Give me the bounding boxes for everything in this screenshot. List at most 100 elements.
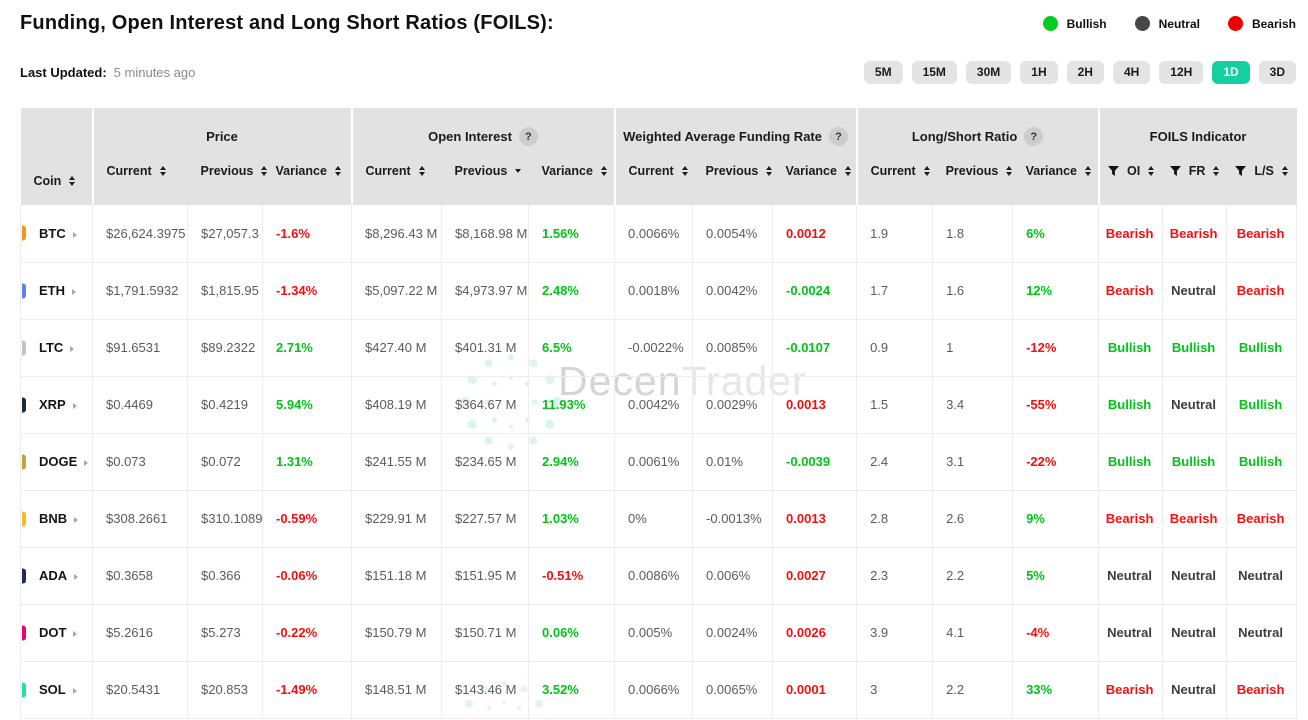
coin-icon [22,511,26,527]
sort-icon[interactable] [600,166,607,177]
foils-oi-cell: Neutral [1098,547,1164,605]
foils-table: Coin Price Open Interest? Weighted Average … [20,108,1298,719]
longshort-previous-cell: 2.2 [932,661,1014,719]
timeframe-button-4h[interactable]: 4H [1112,61,1151,85]
oi-current-cell: $8,296.43 M [351,205,442,263]
longshort-current-cell: 1.5 [856,376,934,434]
column-header-long-short-ratio-variance[interactable]: Variance [1012,158,1100,206]
coin-icon [22,397,26,413]
funding-previous-cell: 0.0054% [692,205,774,263]
column-header-foils-indicator-ls[interactable]: L/S [1226,158,1297,206]
neutral-dot-icon [1134,16,1150,31]
oi-current-cell: $148.51 M [351,661,442,719]
coin-cell-btc[interactable]: BTC [20,205,93,263]
timeframe-button-5m[interactable]: 5M [863,61,903,85]
column-header-label: Previous [200,164,254,179]
price-current-cell: $0.4469 [92,376,188,434]
coin-cell-sol[interactable]: SOL [20,661,93,719]
price-variance-cell: 2.71% [262,319,352,377]
sort-down-arrow-icon [1006,172,1013,177]
oi-previous-cell: $150.71 M [441,604,529,662]
sort-icon[interactable] [681,166,688,177]
price-previous-cell: $0.072 [187,433,263,491]
column-header-open-interest-current[interactable]: Current [351,158,442,206]
price-current-cell: $91.6531 [92,319,188,377]
sort-icon[interactable] [69,176,76,187]
column-header-foils-indicator-fr[interactable]: FR [1162,158,1227,206]
column-header-price-variance[interactable]: Variance [262,158,353,206]
timeframe-button-12h[interactable]: 12H [1159,61,1204,85]
sub-bar: Last Updated: 5 minutes ago 5M 15M 30M 1H 2H 4… [0,35,1308,85]
group-header-long-short-ratio: Long/Short Ratio? [856,108,1100,159]
foils-ls-cell: Bullish [1226,433,1298,491]
sort-icon[interactable] [418,166,425,177]
timeframe-selector: 5M 15M 30M 1H 2H 4H 12H 1D 3D [863,61,1296,85]
sort-down-arrow-icon [923,172,930,177]
legend-item-neutral: Neutral [1134,16,1200,31]
column-header-open-interest-variance[interactable]: Variance [528,158,616,206]
help-icon[interactable]: ? [1024,127,1044,147]
foils-oi-cell: Bullish [1098,319,1164,377]
sort-icon[interactable] [1006,166,1013,177]
sort-icon[interactable] [766,166,773,177]
column-header-price-current[interactable]: Current [92,158,188,206]
timeframe-button-30m[interactable]: 30M [965,61,1012,85]
timeframe-button-15m[interactable]: 15M [911,61,957,85]
sort-down-arrow-icon [261,172,268,177]
oi-variance-cell: 1.56% [528,205,616,263]
expand-chevron-icon [74,574,79,581]
timeframe-button-1h[interactable]: 1H [1020,61,1058,85]
foils-ls-cell: Bearish [1226,490,1298,548]
help-icon[interactable]: ? [518,127,538,147]
column-header-coin[interactable]: Coin [20,108,94,206]
sort-icon[interactable] [515,169,522,174]
filter-funnel-icon[interactable] [1235,166,1247,177]
column-header-funding-rate-variance[interactable]: Variance [772,158,858,206]
longshort-previous-cell: 1.8 [932,205,1014,263]
group-header-foils-indicator: FOILS Indicator [1098,108,1297,159]
sort-icon[interactable] [844,166,851,177]
timeframe-button-3d[interactable]: 3D [1258,61,1296,85]
sort-icon[interactable] [1148,166,1155,177]
coin-cell-ada[interactable]: ADA [20,547,93,605]
foils-oi-cell: Bearish [1098,262,1164,320]
filter-funnel-icon[interactable] [1169,166,1181,177]
table-row: SOL $20.5431 $20.853 -1.49% $148.51 M $143.46… [20,661,1298,719]
foils-ls-cell: Bearish [1226,205,1298,263]
coin-cell-eth[interactable]: ETH [20,262,93,320]
coin-cell-ltc[interactable]: LTC [20,319,93,377]
sort-icon[interactable] [334,166,341,177]
group-header-label: Open Interest [428,129,512,145]
sort-icon[interactable] [1213,166,1220,177]
sort-up-arrow-icon [334,166,341,171]
sort-icon[interactable] [261,166,268,177]
column-header-label: Variance [785,164,837,179]
sort-icon[interactable] [159,166,166,177]
timeframe-button-1d[interactable]: 1D [1212,61,1250,85]
column-header-price-previous[interactable]: Previous [187,158,268,206]
sort-icon[interactable] [923,166,930,177]
column-header-label: Previous [705,164,759,179]
price-variance-cell: -0.59% [262,490,352,548]
coin-cell-doge[interactable]: DOGE [20,433,93,491]
column-header-funding-rate-current[interactable]: Current [614,158,693,206]
sort-icon[interactable] [1085,166,1091,177]
coin-name: BTC [39,225,66,241]
column-header-long-short-ratio-previous[interactable]: Previous [932,158,1013,206]
funding-variance-cell: -0.0107 [772,319,858,377]
price-current-cell: $26,624.3975 [92,205,188,263]
coin-cell-xrp[interactable]: XRP [20,376,93,434]
longshort-current-cell: 1.7 [856,262,934,320]
sort-icon[interactable] [1281,166,1288,177]
timeframe-button-2h[interactable]: 2H [1066,61,1104,85]
filter-funnel-icon[interactable] [1107,166,1119,177]
coin-cell-bnb[interactable]: BNB [20,490,93,548]
column-header-funding-rate-previous[interactable]: Previous [692,158,773,206]
column-header-open-interest-previous[interactable]: Previous [441,158,529,206]
column-header-long-short-ratio-current[interactable]: Current [856,158,933,206]
column-header-foils-indicator-oi[interactable]: OI [1098,158,1163,206]
sort-down-arrow-icon [681,172,688,177]
coin-cell-dot[interactable]: DOT [20,604,93,662]
help-icon[interactable]: ? [828,127,848,147]
